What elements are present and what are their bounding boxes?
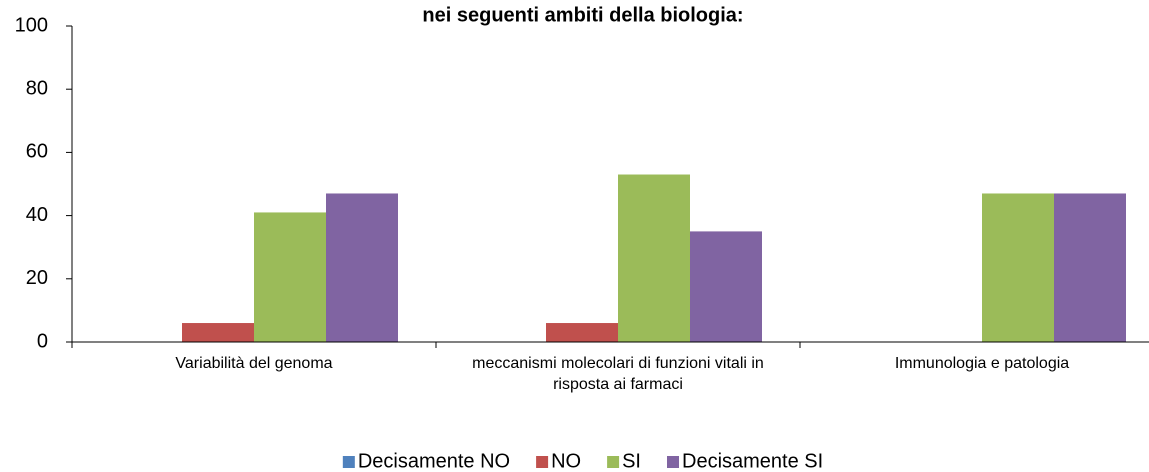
bar (326, 193, 398, 342)
bar (1054, 193, 1126, 342)
x-tick-label: Variabilità del genoma (175, 355, 333, 372)
bar (982, 193, 1054, 342)
y-tick-label: 0 (37, 330, 48, 352)
legend-swatch (342, 456, 355, 468)
chart-title: nei seguenti ambiti della biologia: (422, 4, 743, 26)
legend-swatch (667, 456, 680, 468)
y-tick-label: 60 (26, 141, 48, 163)
legend-label: NO (551, 450, 581, 472)
y-tick-label: 100 (15, 14, 48, 36)
y-tick-label: 80 (26, 77, 48, 99)
x-tick-label: Immunologia e patologia (894, 355, 1070, 372)
legend-label: SI (622, 450, 641, 472)
bar (690, 231, 762, 342)
bar (254, 212, 326, 342)
bar (618, 174, 690, 342)
x-tick-label: meccanismi molecolari di funzioni vitali… (472, 355, 764, 393)
legend-swatch (536, 456, 549, 468)
legend-label: Decisamente NO (358, 450, 510, 472)
y-tick-label: 40 (26, 204, 48, 226)
bar (546, 323, 618, 342)
legend-label: Decisamente SI (682, 450, 823, 472)
bar (182, 323, 254, 342)
y-tick-label: 20 (26, 267, 48, 289)
legend-swatch (607, 456, 620, 468)
